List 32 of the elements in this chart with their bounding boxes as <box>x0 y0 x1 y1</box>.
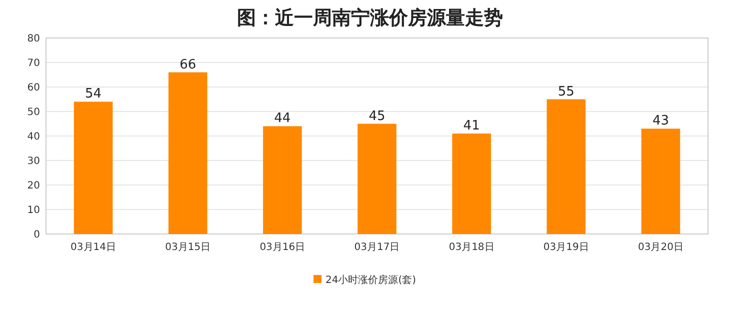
data-label: 44 <box>274 111 291 126</box>
x-tick-label: 03月18日 <box>448 242 494 253</box>
bar <box>263 126 302 234</box>
y-tick-label: 70 <box>27 58 40 69</box>
bar <box>74 102 113 234</box>
bar <box>168 72 208 234</box>
x-tick-label: 03月16日 <box>260 242 306 253</box>
x-tick-label: 03月14日 <box>70 242 116 253</box>
bar <box>641 128 680 234</box>
y-tick-label: 50 <box>27 107 40 118</box>
chart-title: 图：近一周南宁涨价房源量走势 <box>237 7 503 29</box>
x-tick-label: 03月19日 <box>543 242 589 253</box>
x-tick-label: 03月17日 <box>354 242 400 253</box>
x-tick-label: 03月15日 <box>165 242 211 253</box>
y-tick-label: 20 <box>27 180 40 192</box>
data-label: 45 <box>368 108 386 124</box>
y-tick-label: 60 <box>27 82 40 94</box>
data-label: 54 <box>85 86 102 102</box>
data-label: 55 <box>558 84 574 100</box>
y-tick-label: 80 <box>27 34 40 44</box>
bar <box>358 124 396 234</box>
data-label: 43 <box>652 114 669 129</box>
data-label: 66 <box>180 57 196 72</box>
legend-label: 24小时涨价房源(套) <box>326 274 416 286</box>
y-tick-label: 40 <box>27 132 40 142</box>
y-tick-label: 0 <box>34 230 40 240</box>
x-tick-label: 03月20日 <box>638 242 684 253</box>
y-tick-label: 10 <box>27 205 40 216</box>
bar <box>452 134 491 234</box>
data-label: 41 <box>463 118 480 134</box>
bar <box>546 99 586 234</box>
y-tick-label: 30 <box>27 156 40 167</box>
